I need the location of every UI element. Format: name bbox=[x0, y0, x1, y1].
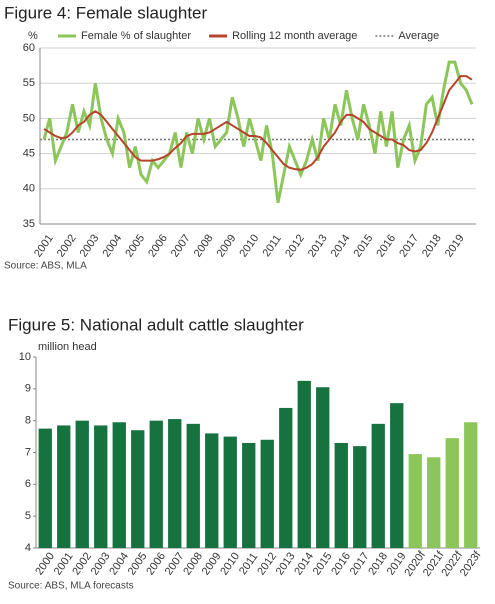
series-line bbox=[42, 60, 474, 204]
bar bbox=[445, 438, 459, 548]
x-tick-label: 2006 bbox=[144, 550, 168, 577]
x-tick-label: 2018 bbox=[366, 550, 390, 577]
x-tick-label: 2011 bbox=[260, 233, 283, 259]
y-tick-label: 40 bbox=[23, 183, 35, 195]
x-tick-label: 2001 bbox=[32, 232, 56, 259]
x-tick-label: 2015 bbox=[352, 232, 376, 259]
bar bbox=[75, 420, 89, 548]
x-tick-label: 2014 bbox=[292, 550, 316, 577]
bar bbox=[205, 433, 219, 548]
bar bbox=[427, 457, 441, 548]
x-tick-label: 2016 bbox=[329, 550, 353, 577]
x-tick-label: 2005 bbox=[126, 550, 150, 577]
y-tick-label: 60 bbox=[23, 42, 35, 54]
y-tick-label: 35 bbox=[23, 218, 35, 230]
bar bbox=[279, 407, 293, 548]
y-tick-label: 4 bbox=[25, 542, 31, 554]
x-tick-label: 2008 bbox=[181, 550, 205, 577]
y-tick-label: 9 bbox=[25, 383, 31, 395]
x-tick-label: 2007 bbox=[163, 550, 187, 577]
legend-label: Female % of slaughter bbox=[81, 30, 191, 42]
source: Source: ABS, MLA forecasts bbox=[8, 581, 134, 592]
bar bbox=[131, 430, 145, 548]
y-tick-label: 6 bbox=[25, 478, 31, 490]
bar bbox=[94, 425, 108, 548]
x-tick-label: 2009 bbox=[200, 550, 224, 577]
x-tick-label: 2004 bbox=[107, 550, 131, 577]
y-tick-label: 55 bbox=[23, 77, 35, 89]
y-tick-label: 50 bbox=[23, 112, 35, 124]
x-tick-label: 2017 bbox=[397, 232, 421, 259]
bar bbox=[297, 380, 311, 548]
bar bbox=[168, 419, 182, 548]
x-tick-label: 2003 bbox=[89, 550, 113, 577]
y-tick-label: 5 bbox=[25, 510, 31, 522]
chart-title: Figure 5: National adult cattle slaughte… bbox=[8, 315, 304, 334]
x-tick-label: 2010 bbox=[218, 550, 242, 577]
x-tick-label: 2002 bbox=[55, 232, 79, 259]
x-tick-label: 2009 bbox=[215, 232, 239, 259]
source: Source: ABS, MLA bbox=[4, 261, 87, 272]
bar bbox=[334, 442, 348, 548]
x-tick-label: 2017 bbox=[348, 550, 372, 577]
x-tick-label: 2016 bbox=[374, 232, 398, 259]
x-tick-label: 2012 bbox=[283, 232, 307, 259]
bar bbox=[57, 425, 71, 548]
x-tick-label: 2001 bbox=[52, 550, 76, 577]
x-tick-label: 2003 bbox=[78, 232, 102, 259]
x-tick-label: 2005 bbox=[123, 232, 147, 259]
bar bbox=[260, 439, 274, 548]
x-tick-label: 2019 bbox=[443, 232, 467, 259]
x-tick-label: 2012 bbox=[255, 550, 279, 577]
y-tick-label: 10 bbox=[19, 351, 31, 363]
bar bbox=[371, 423, 385, 548]
legend-label: Average bbox=[398, 30, 439, 42]
x-tick-label: 2008 bbox=[192, 232, 216, 259]
x-tick-label: 2018 bbox=[420, 232, 444, 259]
x-tick-label: 2014 bbox=[329, 232, 353, 259]
chart-title: Figure 4: Female slaughter bbox=[4, 3, 207, 22]
bar bbox=[464, 422, 478, 548]
x-tick-label: 2004 bbox=[100, 232, 124, 259]
bar bbox=[186, 423, 200, 548]
bar bbox=[242, 442, 256, 548]
x-tick-label: 2015 bbox=[311, 550, 335, 577]
series-line bbox=[43, 75, 473, 171]
x-tick-label: 2013 bbox=[306, 232, 330, 259]
bar bbox=[149, 420, 163, 548]
bar bbox=[353, 446, 367, 548]
bar bbox=[223, 436, 237, 548]
bar bbox=[316, 387, 330, 548]
bar bbox=[112, 422, 126, 548]
bar bbox=[390, 403, 404, 548]
x-tick-label: 2013 bbox=[274, 550, 298, 577]
y-tick-label: 45 bbox=[23, 148, 35, 160]
x-tick-label: 2002 bbox=[70, 550, 94, 577]
y-axis-label: % bbox=[28, 30, 38, 42]
x-tick-label: 2007 bbox=[169, 232, 193, 259]
x-tick-label: 2006 bbox=[146, 232, 170, 259]
bar bbox=[38, 428, 52, 548]
x-tick-label: 2011 bbox=[237, 551, 260, 577]
x-tick-label: 2010 bbox=[237, 232, 261, 259]
x-tick-label: 2000 bbox=[33, 550, 57, 577]
y-tick-label: 7 bbox=[25, 446, 31, 458]
legend-label: Rolling 12 month average bbox=[232, 30, 357, 42]
bar bbox=[408, 454, 422, 548]
y-tick-label: 8 bbox=[25, 415, 31, 427]
y-axis-label: million head bbox=[38, 341, 97, 353]
x-tick-label: 2023f bbox=[458, 548, 484, 578]
